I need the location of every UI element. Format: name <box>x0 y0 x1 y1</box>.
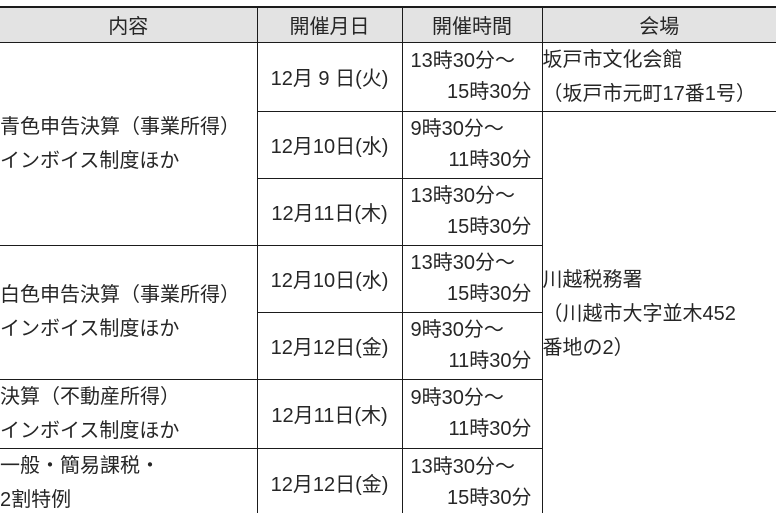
table-row: 一般・簡易課税・ 2割特例 12月12日(金) 13時30分～ 15時30分 <box>0 447 776 513</box>
content-cell: 一般・簡易課税・ 2割特例 <box>0 447 258 513</box>
date-cell: 12月12日(金) <box>256 311 403 380</box>
time-line-start: 9時30分～ <box>410 318 504 341</box>
date-cell: 12月10日(水) <box>256 244 403 313</box>
time-line-start: 13時30分～ <box>410 49 516 72</box>
date-cell: 12月11日(木) <box>256 378 403 449</box>
time-cell: 9時30分～ 11時30分 <box>401 110 543 179</box>
content-cell: 青色申告決算（事業所得） インボイス制度ほか <box>0 41 258 246</box>
time-line-start: 13時30分～ <box>410 251 516 274</box>
time-line-start: 9時30分～ <box>410 117 504 140</box>
header-row: 内容 開催月日 開催時間 会場 <box>0 6 776 43</box>
content-cell: 白色申告決算（事業所得） インボイス制度ほか <box>0 244 258 380</box>
col-header-time: 開催時間 <box>401 6 543 43</box>
date-cell: 12月12日(金) <box>256 447 403 513</box>
time-line-end: 15時30分 <box>447 215 532 238</box>
table-row: 12月12日(金) 9時30分～ 11時30分 <box>0 311 776 380</box>
table-row: 決算（不動産所得） インボイス制度ほか 12月11日(木) 9時30分～ 11時… <box>0 378 776 449</box>
time-line-start: 13時30分～ <box>410 455 516 478</box>
time-cell: 9時30分～ 11時30分 <box>401 311 543 380</box>
time-line-end: 15時30分 <box>447 80 532 103</box>
time-line-end: 15時30分 <box>447 282 532 305</box>
time-line-end: 11時30分 <box>448 417 532 440</box>
col-header-content: 内容 <box>0 6 258 43</box>
date-cell: 12月10日(水) <box>256 110 403 179</box>
date-cell: 12月11日(木) <box>256 177 403 246</box>
time-cell: 13時30分～ 15時30分 <box>401 41 543 112</box>
col-header-date: 開催月日 <box>256 6 403 43</box>
table-row: 青色申告決算（事業所得） インボイス制度ほか 12月 9 日(火) 13時30分… <box>0 41 776 246</box>
content-cell: 決算（不動産所得） インボイス制度ほか <box>0 378 258 449</box>
col-header-venue: 会場 <box>541 6 776 43</box>
date-cell: 12月 9 日(火) <box>256 41 403 112</box>
time-cell: 13時30分～ 15時30分 <box>401 447 543 513</box>
venue-cell: 川越税務署 （川越市大字並木452 番地の2） <box>541 110 776 513</box>
time-cell: 13時30分～ 15時30分 <box>401 177 543 246</box>
schedule-table: 内容 開催月日 開催時間 会場 青色申告決算（事業所得） インボイス制度ほか 1… <box>0 6 776 513</box>
table-row: 白色申告決算（事業所得） インボイス制度ほか 12月10日(水) 13時30分～… <box>0 244 776 380</box>
table-row: 12月11日(木) 13時30分～ 15時30分 <box>0 177 776 246</box>
time-line-end: 11時30分 <box>448 349 532 372</box>
time-line-start: 9時30分～ <box>410 386 504 409</box>
table-row: 12月10日(水) 9時30分～ 11時30分 川越税務署 （川越市大字並木45… <box>0 110 776 513</box>
time-line-end: 11時30分 <box>448 148 532 171</box>
document-page: 内容 開催月日 開催時間 会場 青色申告決算（事業所得） インボイス制度ほか 1… <box>0 6 776 513</box>
venue-cell: 坂戸市文化会館 （坂戸市元町17番1号） <box>541 41 776 112</box>
time-line-end: 15時30分 <box>447 486 532 509</box>
time-cell: 13時30分～ 15時30分 <box>401 244 543 313</box>
time-line-start: 13時30分～ <box>410 184 516 207</box>
time-cell: 9時30分～ 11時30分 <box>401 378 543 449</box>
